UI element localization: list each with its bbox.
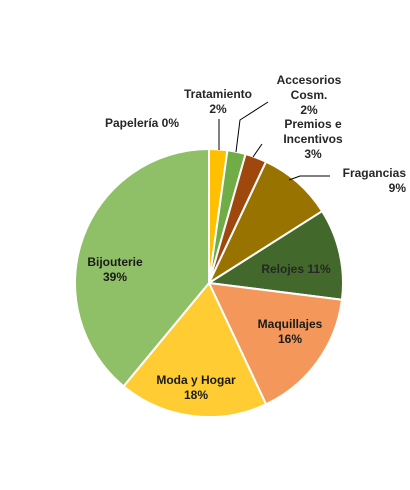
slice-maquillajes [207,281,344,406]
leader-line-accesorios-cosm [235,101,269,153]
slice-bijouterie [74,147,210,388]
data-label-bijouterie: Bijouterie 39% [87,255,143,284]
data-label-relojes: Relojes 11% [261,262,331,276]
leader-line-premios-e-incentivos [252,143,263,158]
data-label-maquillajes: Maquillajes 16% [258,317,323,346]
leader-line-fragancias [288,175,330,181]
slice-relojes [206,209,344,301]
data-label-accesorios-cosm: Accesorios Cosm. 2% [277,73,342,117]
slice-moda-y-hogar [122,281,268,418]
data-label-tratamiento: Tratamiento 2% [184,87,252,116]
data-label-fragancias: Fragancias 9% [343,166,407,195]
data-label-moda-y-hogar: Moda y Hogar 18% [156,373,236,402]
data-label-papeleria: Papelería 0% [105,116,179,130]
leader-lines [218,101,330,181]
data-label-premios-e-incentivos: Premios e Incentivos 3% [283,117,343,161]
pie-slices [74,147,344,418]
